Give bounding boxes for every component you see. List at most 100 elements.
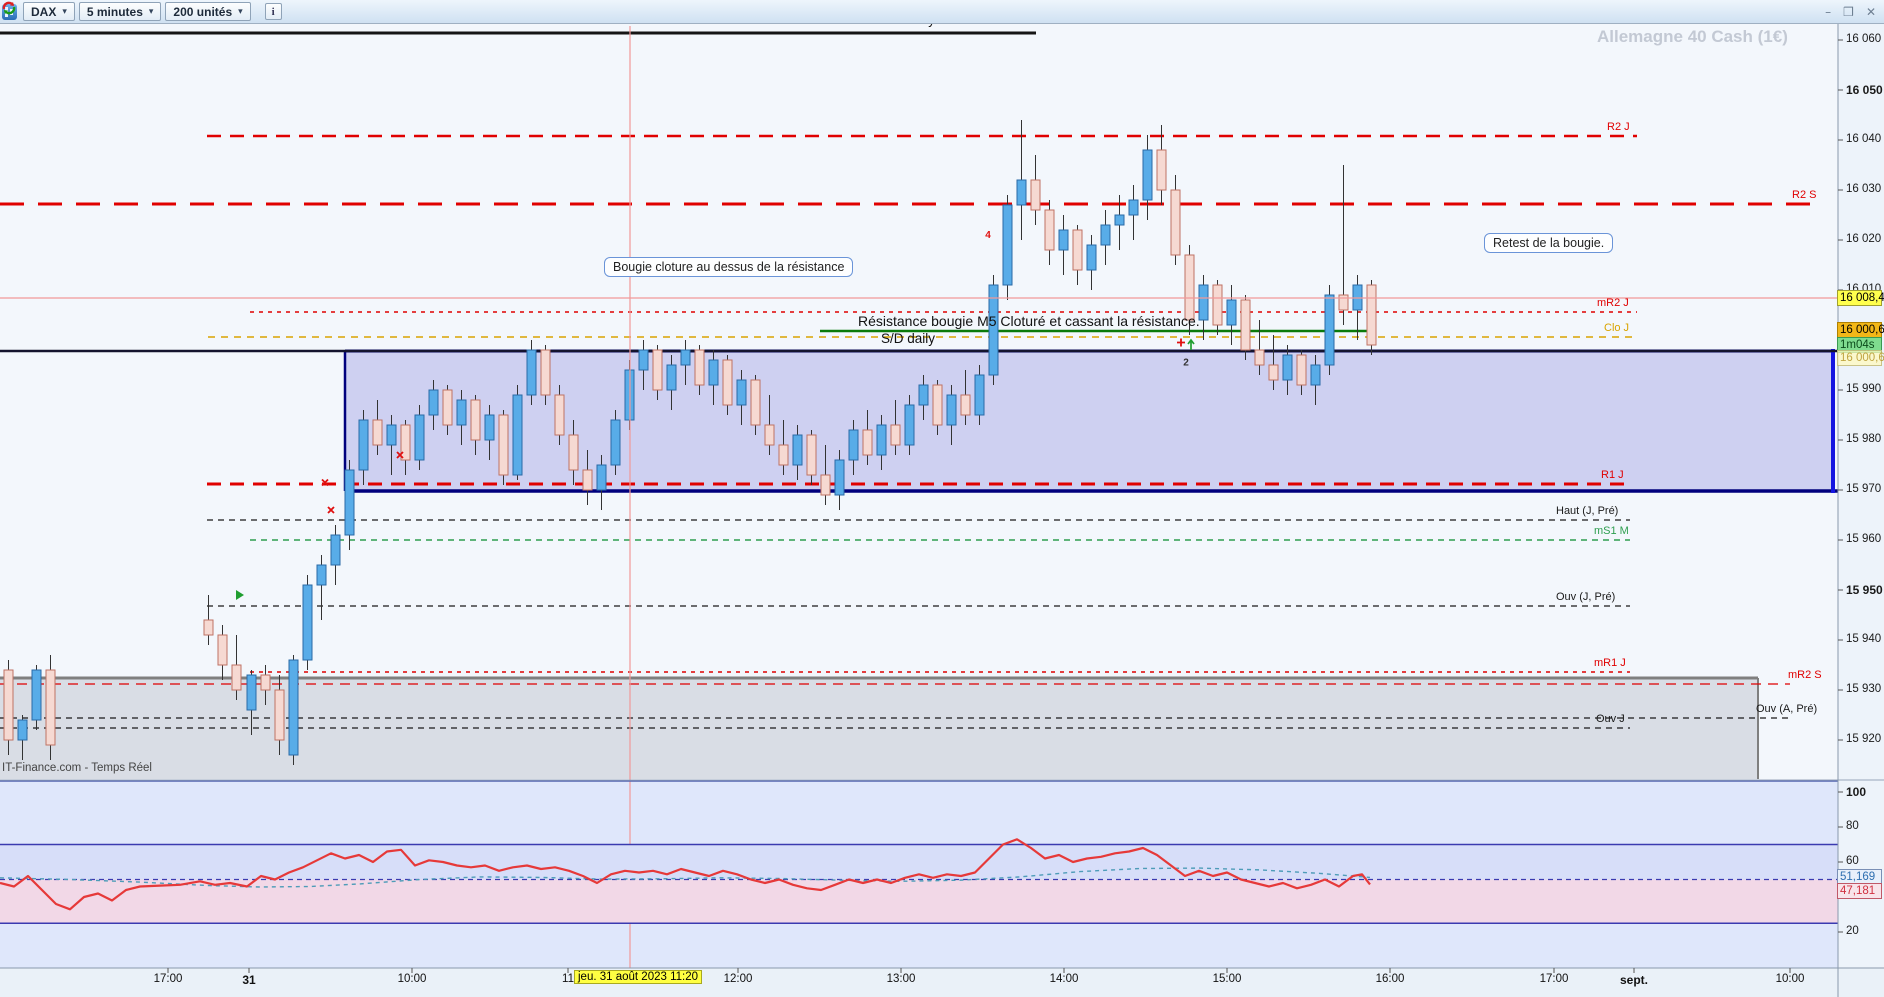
candle — [31, 669, 42, 721]
symbol-dropdown[interactable]: DAX ▾ — [23, 2, 75, 21]
candle — [904, 404, 915, 446]
candle — [372, 419, 383, 446]
trade-marker-x-icon — [396, 451, 404, 459]
toolbar: DAX ▾ 5 minutes ▾ 200 unités ▾ i – ❒ ✕ — [0, 0, 1884, 24]
candle — [217, 634, 228, 666]
candle — [890, 424, 901, 446]
trade-marker-count: 2 — [1183, 358, 1189, 369]
timeframe-label: 5 minutes — [86, 4, 143, 19]
units-label: 200 unités — [173, 4, 233, 19]
candle — [680, 349, 691, 366]
candle — [344, 469, 355, 536]
candle — [1016, 179, 1027, 206]
candle — [722, 359, 733, 406]
candle — [400, 424, 411, 461]
candle — [1072, 229, 1083, 271]
candle — [1268, 364, 1279, 381]
close-button[interactable]: ✕ — [1865, 4, 1876, 19]
candle — [1212, 284, 1223, 326]
candle — [666, 364, 677, 391]
candle — [988, 284, 999, 376]
candle — [1058, 229, 1069, 251]
candle — [1310, 364, 1321, 386]
chevron-down-icon: ▾ — [62, 6, 67, 16]
chevron-down-icon: ▾ — [238, 6, 243, 16]
annotation-callout-close-above[interactable]: Bougie cloture au dessus de la résistanc… — [604, 257, 854, 277]
candle — [1030, 179, 1041, 211]
candle — [1282, 354, 1293, 381]
info-button[interactable]: i — [264, 3, 282, 20]
candle — [960, 394, 971, 416]
candle — [806, 434, 817, 476]
candle — [792, 434, 803, 466]
candle — [498, 414, 509, 476]
candle — [610, 419, 621, 466]
candle — [45, 669, 56, 746]
trade-marker-x-icon — [321, 478, 329, 487]
trade-marker-x-icon — [327, 506, 335, 514]
candle — [596, 464, 607, 491]
candle — [1128, 199, 1139, 216]
candle — [1114, 214, 1125, 226]
trade-marker-triangle-icon — [236, 590, 244, 600]
candle — [1296, 354, 1307, 386]
candle — [750, 379, 761, 426]
candle — [3, 669, 14, 741]
candle — [302, 584, 313, 661]
candle — [736, 379, 747, 406]
candle — [358, 419, 369, 471]
window-controls: – ❒ ✕ — [2, 1, 1882, 19]
annotation-callout-retest[interactable]: Retest de la bougie. — [1484, 233, 1614, 253]
candle — [1100, 224, 1111, 246]
candle — [1254, 349, 1265, 366]
candle — [414, 414, 425, 461]
candle — [974, 374, 985, 416]
candle — [526, 349, 537, 396]
candle — [652, 349, 663, 391]
indicator-lower-band — [0, 879, 1838, 924]
units-dropdown[interactable]: 200 unités ▾ — [165, 2, 251, 21]
sd-zone-gray[interactable] — [0, 678, 1758, 779]
candle — [778, 444, 789, 466]
candle — [694, 349, 705, 386]
sd-zone-blue[interactable] — [345, 351, 1833, 491]
candle — [946, 394, 957, 426]
indicator-series-signal — [0, 867, 1371, 888]
candle — [1156, 149, 1167, 191]
candle — [1338, 294, 1349, 311]
candle — [582, 469, 593, 491]
candle — [17, 719, 28, 741]
candle — [246, 674, 257, 711]
candle — [862, 429, 873, 456]
candle — [1240, 299, 1251, 351]
candle — [764, 424, 775, 446]
price-axis-bg — [1838, 24, 1884, 997]
candle — [708, 359, 719, 386]
trade-marker-plus-icon — [1177, 338, 1185, 347]
candle — [918, 384, 929, 406]
candle — [442, 389, 453, 426]
minimize-button[interactable]: – — [1825, 4, 1832, 19]
candle — [848, 429, 859, 461]
candle — [1044, 209, 1055, 251]
timeframe-dropdown[interactable]: 5 minutes ▾ — [78, 2, 162, 21]
candle — [1366, 284, 1377, 346]
time-axis-bg — [0, 968, 1884, 997]
maximize-button[interactable]: ❒ — [1843, 4, 1854, 19]
candle — [638, 349, 649, 371]
candle — [470, 399, 481, 441]
candle — [540, 349, 551, 396]
refresh-icon[interactable] — [0, 0, 18, 16]
candle — [820, 474, 831, 496]
candle — [1184, 254, 1195, 321]
candle — [1086, 244, 1097, 271]
candle — [1324, 294, 1335, 366]
candle — [231, 664, 242, 691]
candle — [834, 459, 845, 496]
candle — [288, 659, 299, 756]
candle — [932, 384, 943, 426]
candle — [274, 689, 285, 741]
candle — [484, 414, 495, 441]
